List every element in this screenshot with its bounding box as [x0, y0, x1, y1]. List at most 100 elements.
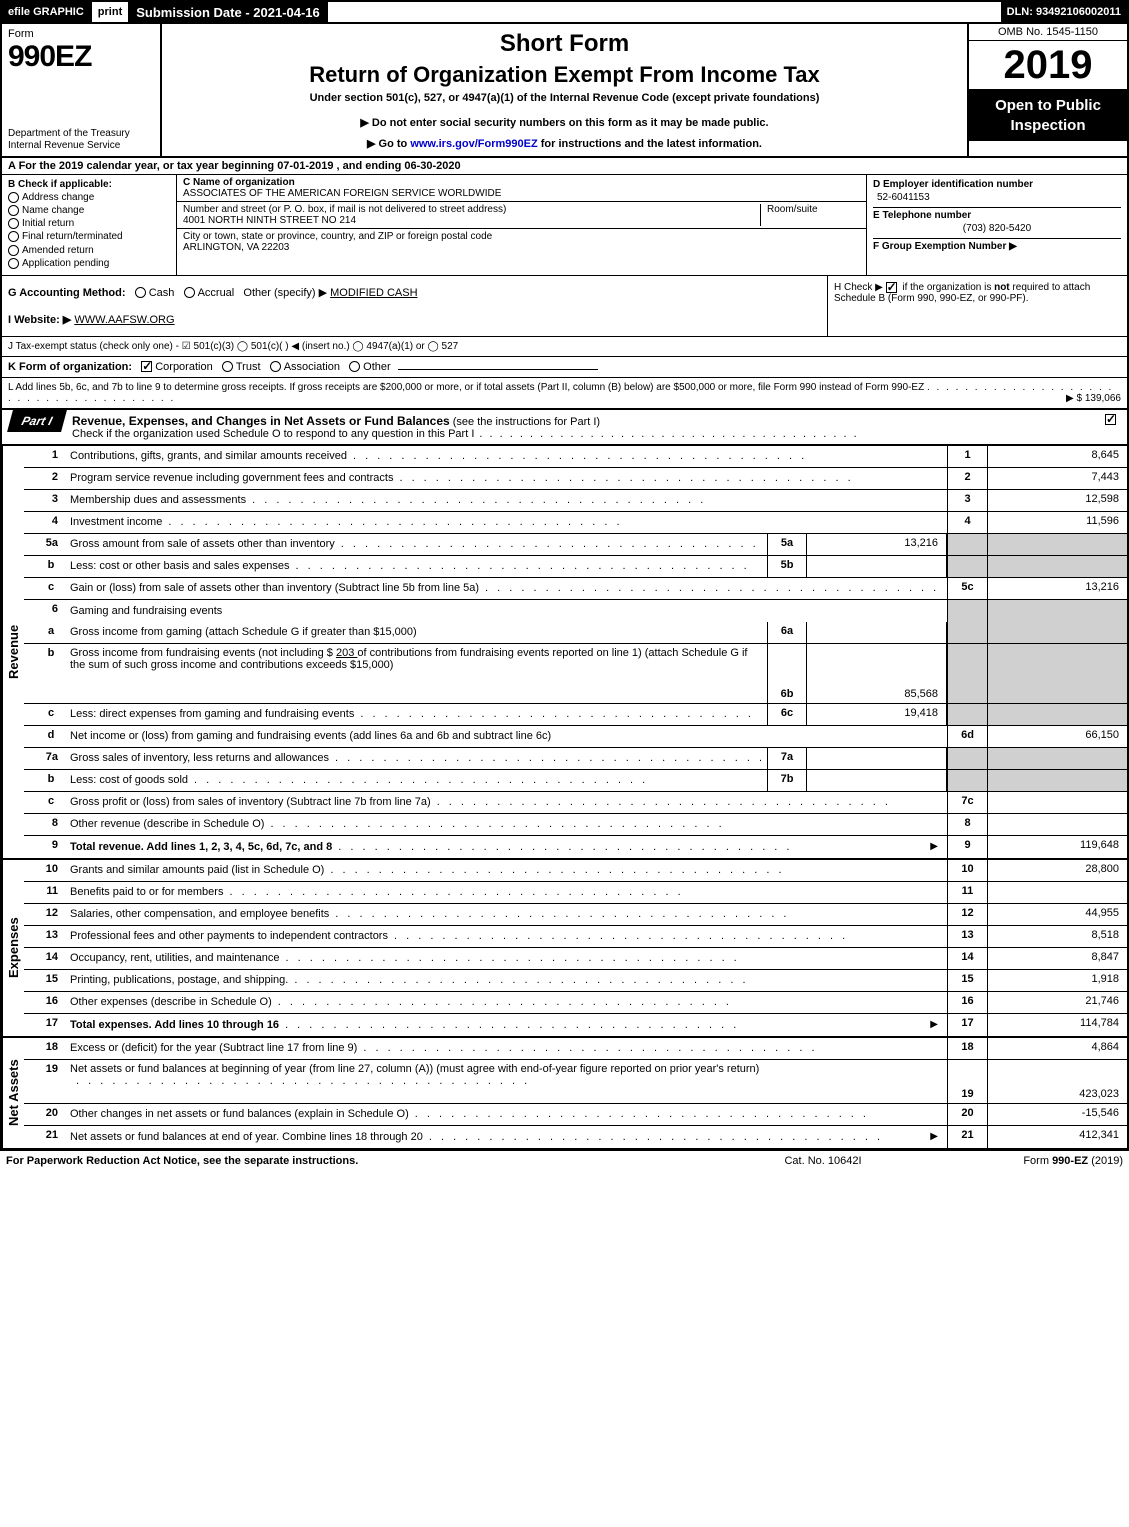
line-14: 14 Occupancy, rent, utilities, and maint… [24, 948, 1127, 970]
line-6b-value: 85,568 [807, 644, 947, 703]
room-label: Room/suite [767, 204, 818, 215]
accounting-other-value: MODIFIED CASH [330, 287, 417, 299]
form-footer-label: Form 990-EZ (2019) [923, 1155, 1123, 1167]
check-association[interactable] [270, 361, 281, 372]
return-title: Return of Organization Exempt From Incom… [172, 62, 957, 88]
org-name: ASSOCIATES OF THE AMERICAN FOREIGN SERVI… [183, 188, 501, 199]
line-8-value [987, 814, 1127, 835]
line-15-value: 1,918 [987, 970, 1127, 991]
irs-link[interactable]: www.irs.gov/Form990EZ [410, 138, 537, 150]
ein-value: 52-6041153 [877, 192, 930, 203]
check-corporation[interactable] [141, 361, 152, 372]
line-5a-value: 13,216 [807, 534, 947, 555]
revenue-side-label: Revenue [2, 446, 24, 858]
org-city: ARLINGTON, VA 22203 [183, 242, 289, 253]
line-3-value: 12,598 [987, 490, 1127, 511]
short-form-title: Short Form [172, 30, 957, 58]
line-5a: 5a Gross amount from sale of assets othe… [24, 534, 1127, 556]
net-assets-side-label: Net Assets [2, 1038, 24, 1148]
line-21-value: 412,341 [987, 1126, 1127, 1148]
line-20-value: -15,546 [987, 1104, 1127, 1125]
check-amended-return[interactable] [8, 245, 19, 256]
radio-accrual[interactable] [184, 287, 195, 298]
tax-year: 2019 [969, 41, 1127, 90]
line-k-form-org: K Form of organization: Corporation Trus… [0, 357, 1129, 378]
line-1: 1 Contributions, gifts, grants, and simi… [24, 446, 1127, 468]
line-l-gross-receipts: L Add lines 5b, 6c, and 7b to line 9 to … [0, 378, 1129, 409]
line-12-value: 44,955 [987, 904, 1127, 925]
line-11: 11 Benefits paid to or for members . . .… [24, 882, 1127, 904]
form-header: Form 990EZ Department of the Treasury In… [0, 24, 1129, 156]
website-value[interactable]: WWW.AAFSW.ORG [74, 314, 174, 326]
omb-number: OMB No. 1545-1150 [969, 24, 1127, 41]
accounting-method-label: G Accounting Method: [8, 287, 126, 299]
line-12: 12 Salaries, other compensation, and emp… [24, 904, 1127, 926]
column-b-checkboxes: B Check if applicable: Address change Na… [2, 175, 177, 275]
line-16: 16 Other expenses (describe in Schedule … [24, 992, 1127, 1014]
line-7c: c Gross profit or (loss) from sales of i… [24, 792, 1127, 814]
radio-cash[interactable] [135, 287, 146, 298]
dln-label: DLN: 93492106002011 [1001, 2, 1127, 22]
form-label: Form [8, 28, 154, 40]
line-6: 6 Gaming and fundraising events [24, 600, 1127, 622]
line-1-value: 8,645 [987, 446, 1127, 467]
line-6d: d Net income or (loss) from gaming and f… [24, 726, 1127, 748]
line-21: 21 Net assets or fund balances at end of… [24, 1126, 1127, 1148]
line-9: 9 Total revenue. Add lines 1, 2, 3, 4, 5… [24, 836, 1127, 858]
expenses-side-label: Expenses [2, 860, 24, 1036]
revenue-grid: Revenue 1 Contributions, gifts, grants, … [0, 446, 1129, 860]
net-assets-grid: Net Assets 18 Excess or (deficit) for th… [0, 1038, 1129, 1150]
line-10-value: 28,800 [987, 860, 1127, 881]
group-exemption-label: F Group Exemption Number ▶ [873, 241, 1017, 252]
line-6a-value [807, 622, 947, 643]
line-17-value: 114,784 [987, 1014, 1127, 1036]
column-h: H Check ▶ if the organization is not req… [827, 276, 1127, 336]
check-application-pending[interactable] [8, 258, 19, 269]
line-18-value: 4,864 [987, 1038, 1127, 1059]
paperwork-notice: For Paperwork Reduction Act Notice, see … [6, 1155, 723, 1167]
line-j-tax-exempt: J Tax-exempt status (check only one) - ☑… [0, 337, 1129, 357]
c-street-label: Number and street (or P. O. box, if mail… [183, 204, 506, 215]
line-19: 19 Net assets or fund balances at beginn… [24, 1060, 1127, 1104]
line-7a: 7a Gross sales of inventory, less return… [24, 748, 1127, 770]
line-5c: c Gain or (loss) from sale of assets oth… [24, 578, 1127, 600]
line-2: 2 Program service revenue including gove… [24, 468, 1127, 490]
goto-line: ▶ Go to www.irs.gov/Form990EZ for instru… [172, 137, 957, 150]
part1-header: Part I Revenue, Expenses, and Changes in… [0, 409, 1129, 446]
page-footer: For Paperwork Reduction Act Notice, see … [0, 1150, 1129, 1171]
line-3: 3 Membership dues and assessments . . . … [24, 490, 1127, 512]
line-5b-value [807, 556, 947, 577]
check-name-change[interactable] [8, 205, 19, 216]
part1-tab: Part I [7, 410, 67, 432]
line-7b-value [807, 770, 947, 791]
line-18: 18 Excess or (deficit) for the year (Sub… [24, 1038, 1127, 1060]
line-17: 17 Total expenses. Add lines 10 through … [24, 1014, 1127, 1036]
line-16-value: 21,746 [987, 992, 1127, 1013]
check-trust[interactable] [222, 361, 233, 372]
line-7b: b Less: cost of goods sold . . . . . . .… [24, 770, 1127, 792]
line-6d-value: 66,150 [987, 726, 1127, 747]
check-initial-return[interactable] [8, 218, 19, 229]
check-address-change[interactable] [8, 192, 19, 203]
org-street: 4001 NORTH NINTH STREET NO 214 [183, 215, 356, 226]
line-5c-value: 13,216 [987, 578, 1127, 599]
part1-schedule-o-check[interactable] [1105, 414, 1116, 425]
line-15: 15 Printing, publications, postage, and … [24, 970, 1127, 992]
line-19-value: 423,023 [987, 1060, 1127, 1103]
line-8: 8 Other revenue (describe in Schedule O)… [24, 814, 1127, 836]
line-13: 13 Professional fees and other payments … [24, 926, 1127, 948]
check-schedule-b-not-required[interactable] [886, 282, 897, 293]
line-2-value: 7,443 [987, 468, 1127, 489]
header-left: Form 990EZ Department of the Treasury In… [2, 24, 162, 156]
line-7c-value [987, 792, 1127, 813]
line-6c-value: 19,418 [807, 704, 947, 725]
check-final-return[interactable] [8, 231, 19, 242]
line-6a: a Gross income from gaming (attach Sched… [24, 622, 1127, 644]
check-other-org[interactable] [349, 361, 360, 372]
print-button[interactable]: print [92, 2, 130, 22]
column-def: D Employer identification number 52-6041… [867, 175, 1127, 275]
open-to-public: Open to Public Inspection [969, 90, 1127, 141]
c-city-label: City or town, state or province, country… [183, 231, 492, 242]
catalog-number: Cat. No. 10642I [723, 1155, 923, 1167]
b-header: B Check if applicable: [8, 179, 170, 190]
